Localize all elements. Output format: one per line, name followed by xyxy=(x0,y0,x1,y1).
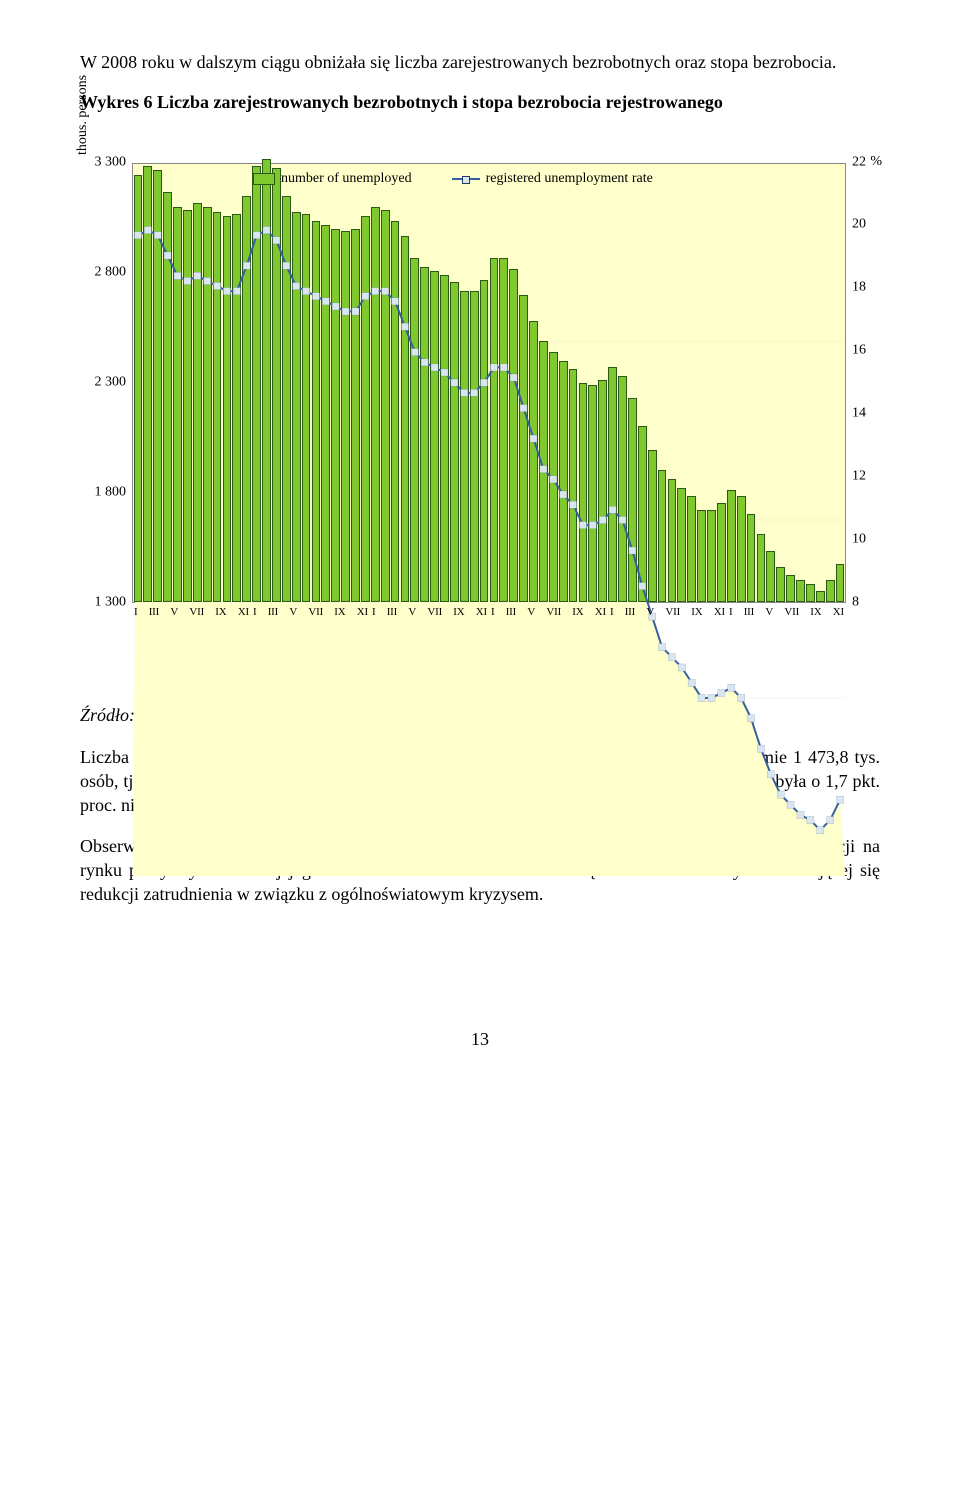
legend-bars: number of unemployed xyxy=(253,170,412,189)
chart-legend: number of unemployed registered unemploy… xyxy=(253,170,653,189)
bar-swatch xyxy=(253,173,275,185)
left-axis-ticks: 3 3002 8002 3001 8001 300 xyxy=(78,163,126,603)
plot-area: number of unemployed registered unemploy… xyxy=(132,163,846,603)
rate-line xyxy=(133,164,845,876)
legend-line: registered unemployment rate xyxy=(452,170,653,189)
y-axis-left-label: thous. persons xyxy=(74,74,93,154)
unemployment-chart: thous. persons 3 3002 8002 3001 8001 300… xyxy=(80,123,880,693)
line-swatch xyxy=(452,178,480,180)
right-axis-ticks: 222018161412108 xyxy=(852,163,888,603)
x-axis: IIIIVVIIIXXIIIIIVVIIIXXIIIIIVVIIIXXIIIII… xyxy=(132,605,846,635)
chart-title: Wykres 6 Liczba zarejestrowanych bezrobo… xyxy=(80,90,880,114)
legend-bars-label: number of unemployed xyxy=(281,170,412,189)
legend-line-label: registered unemployment rate xyxy=(486,170,653,189)
page-number: 13 xyxy=(80,1027,880,1051)
intro-paragraph: W 2008 roku w dalszym ciągu obniżała się… xyxy=(80,50,880,74)
